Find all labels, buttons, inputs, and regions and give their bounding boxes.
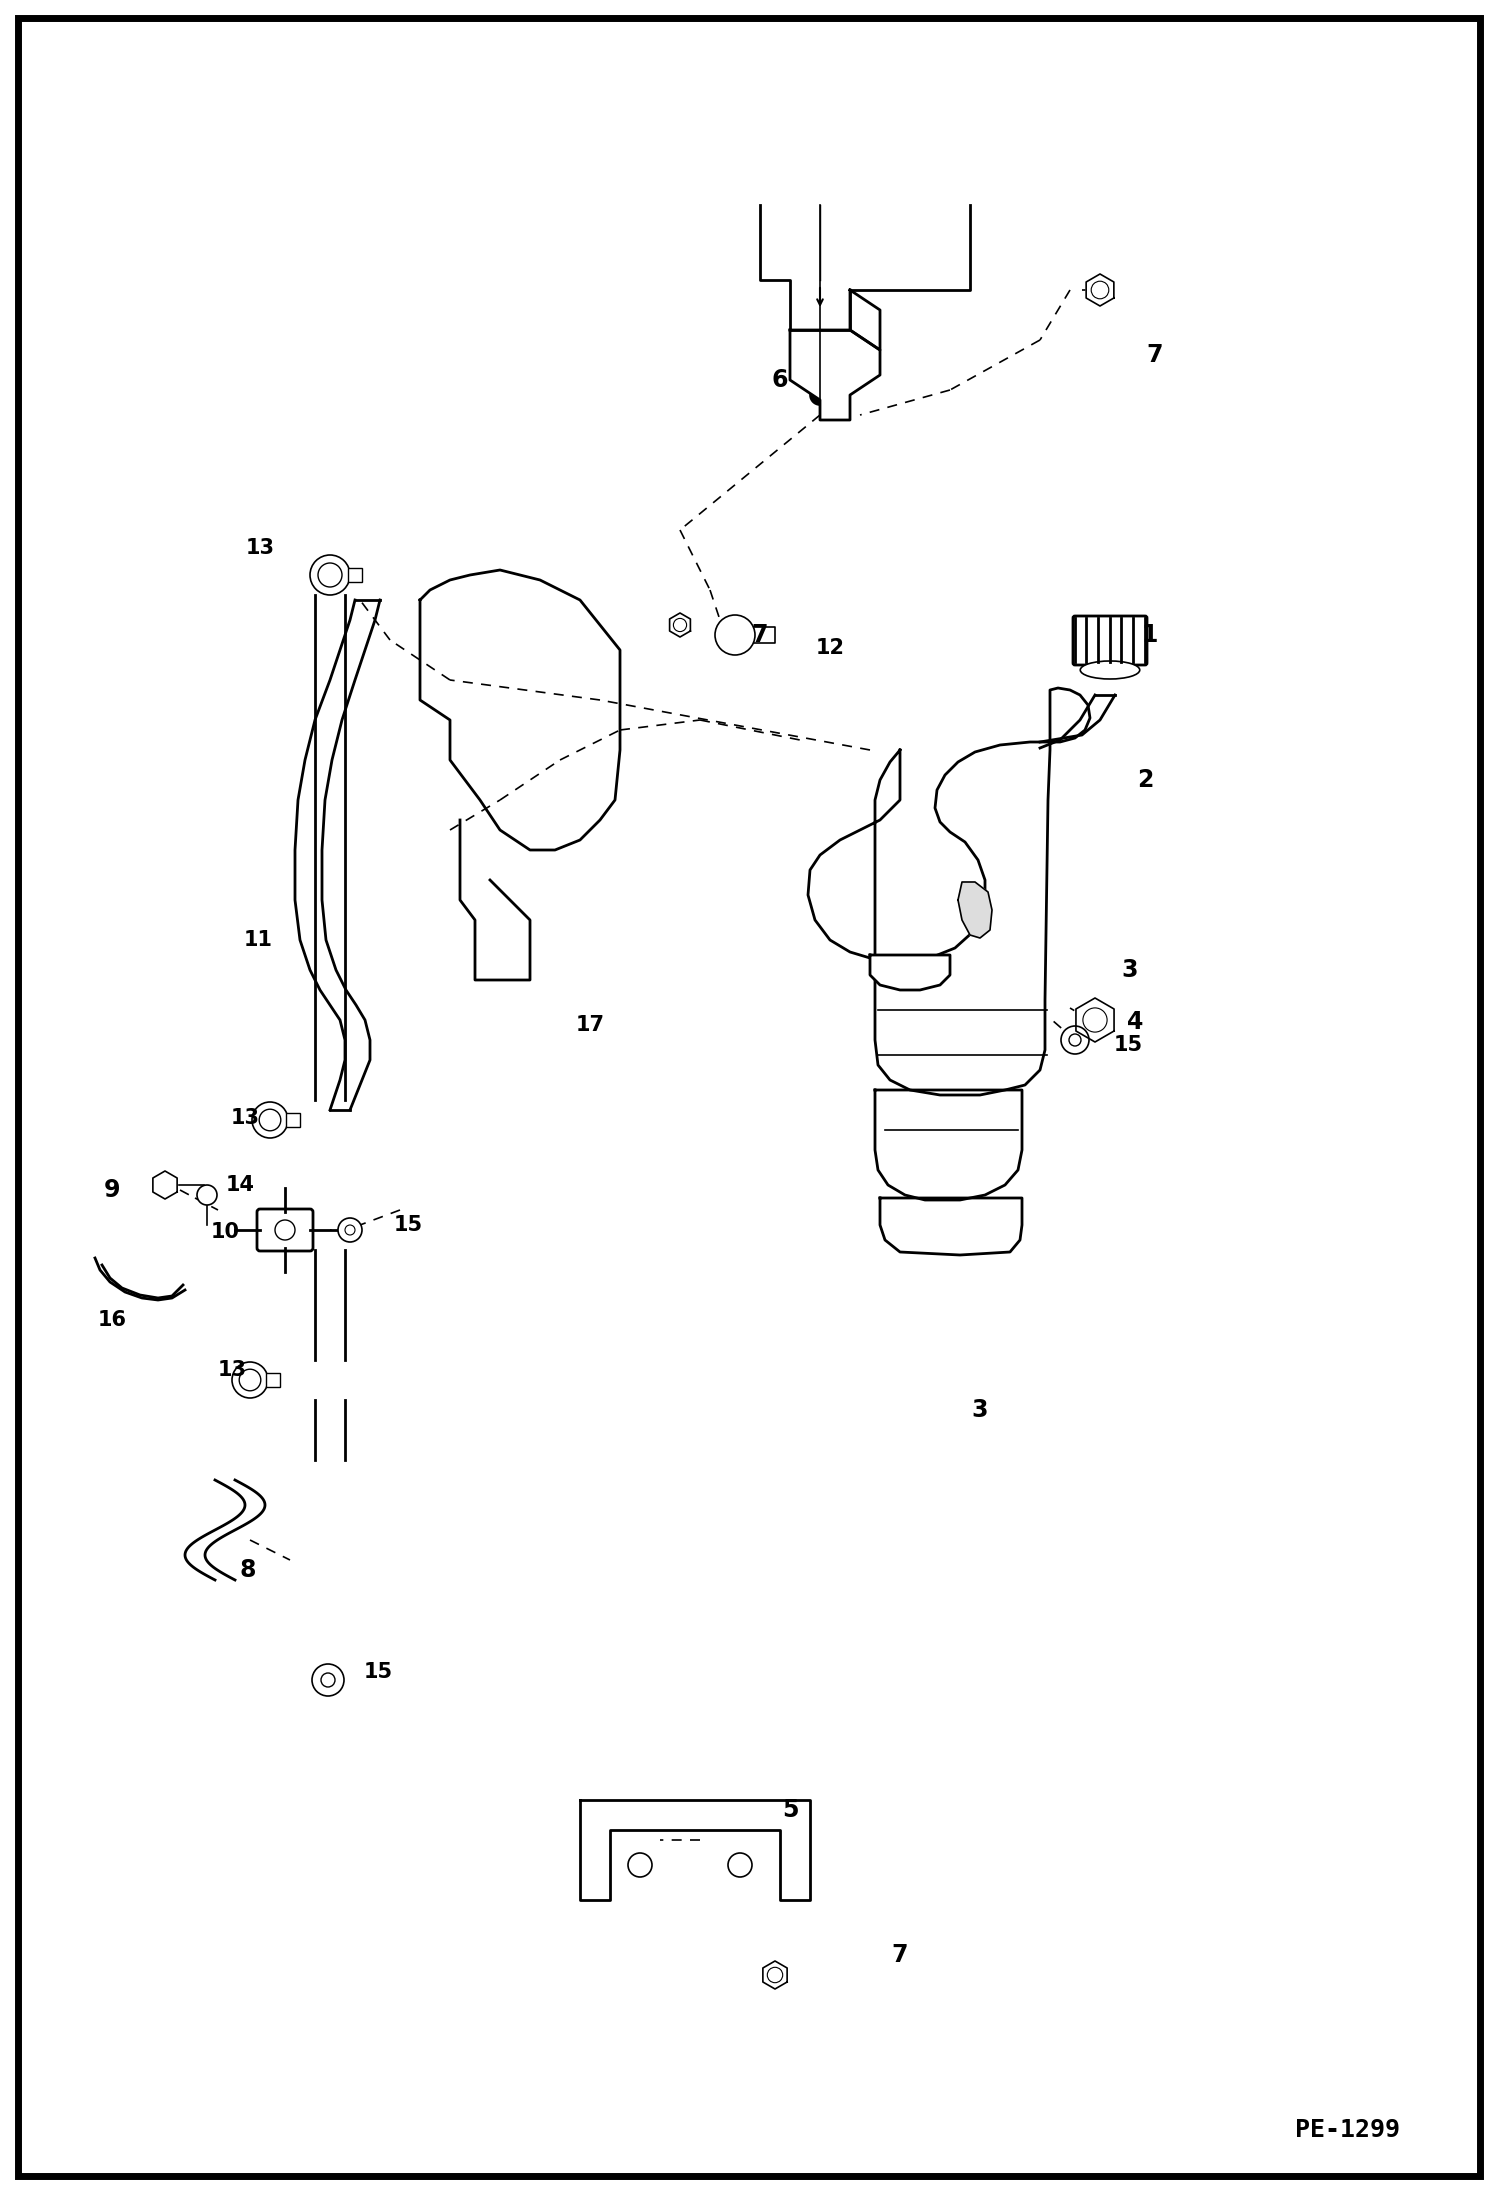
Polygon shape [879, 1198, 1022, 1255]
Circle shape [767, 1968, 782, 1983]
Polygon shape [580, 1799, 810, 1900]
Text: 6: 6 [771, 369, 788, 393]
Polygon shape [762, 1961, 786, 1990]
Text: 4: 4 [1126, 1009, 1143, 1033]
Circle shape [1070, 1033, 1082, 1047]
Circle shape [674, 619, 686, 632]
Polygon shape [1086, 274, 1115, 305]
Text: 17: 17 [575, 1016, 605, 1036]
Polygon shape [807, 689, 1091, 1095]
Circle shape [339, 1218, 363, 1242]
Circle shape [318, 564, 342, 588]
Text: 2: 2 [1137, 768, 1153, 792]
Polygon shape [1076, 998, 1115, 1042]
Circle shape [259, 1110, 280, 1130]
Text: 13: 13 [231, 1108, 259, 1128]
Circle shape [252, 1101, 288, 1139]
Circle shape [321, 1674, 336, 1687]
Circle shape [810, 384, 830, 406]
Circle shape [312, 1663, 345, 1696]
Circle shape [240, 1369, 261, 1391]
Text: 15: 15 [394, 1215, 422, 1235]
Text: 15: 15 [364, 1663, 392, 1683]
Text: 11: 11 [244, 930, 273, 950]
Circle shape [276, 1220, 295, 1240]
Text: 3: 3 [972, 1398, 989, 1422]
Circle shape [1061, 1027, 1089, 1053]
Bar [348, 568, 363, 581]
Circle shape [715, 614, 755, 656]
Text: 5: 5 [782, 1799, 798, 1821]
Bar [286, 1112, 300, 1128]
Text: 1: 1 [1141, 623, 1158, 647]
Circle shape [345, 1224, 355, 1235]
Circle shape [310, 555, 351, 595]
Polygon shape [789, 329, 879, 419]
Text: PE-1299: PE-1299 [1294, 2117, 1401, 2141]
Text: 7: 7 [1147, 342, 1164, 366]
Text: 3: 3 [1122, 959, 1138, 983]
Text: 12: 12 [815, 638, 845, 658]
Circle shape [198, 1185, 217, 1205]
Ellipse shape [1080, 660, 1140, 678]
Polygon shape [153, 1172, 177, 1198]
Text: 7: 7 [752, 623, 768, 647]
Text: 14: 14 [226, 1176, 255, 1196]
Circle shape [728, 1854, 752, 1878]
Text: 8: 8 [240, 1558, 256, 1582]
Circle shape [232, 1362, 268, 1398]
Text: 9: 9 [103, 1178, 120, 1202]
Polygon shape [849, 290, 879, 351]
FancyBboxPatch shape [258, 1209, 313, 1251]
Text: 13: 13 [217, 1360, 247, 1380]
Text: 10: 10 [211, 1222, 240, 1242]
Polygon shape [870, 954, 950, 989]
Polygon shape [959, 882, 992, 939]
Bar [267, 1373, 280, 1387]
FancyBboxPatch shape [1073, 617, 1147, 665]
Text: 7: 7 [891, 1944, 908, 1968]
Circle shape [1091, 281, 1109, 298]
Text: 15: 15 [1113, 1036, 1143, 1055]
Circle shape [628, 1854, 652, 1878]
Text: 13: 13 [246, 538, 274, 557]
Polygon shape [875, 1090, 1022, 1200]
Circle shape [1083, 1007, 1107, 1031]
Polygon shape [670, 612, 691, 636]
Text: 16: 16 [97, 1310, 126, 1330]
